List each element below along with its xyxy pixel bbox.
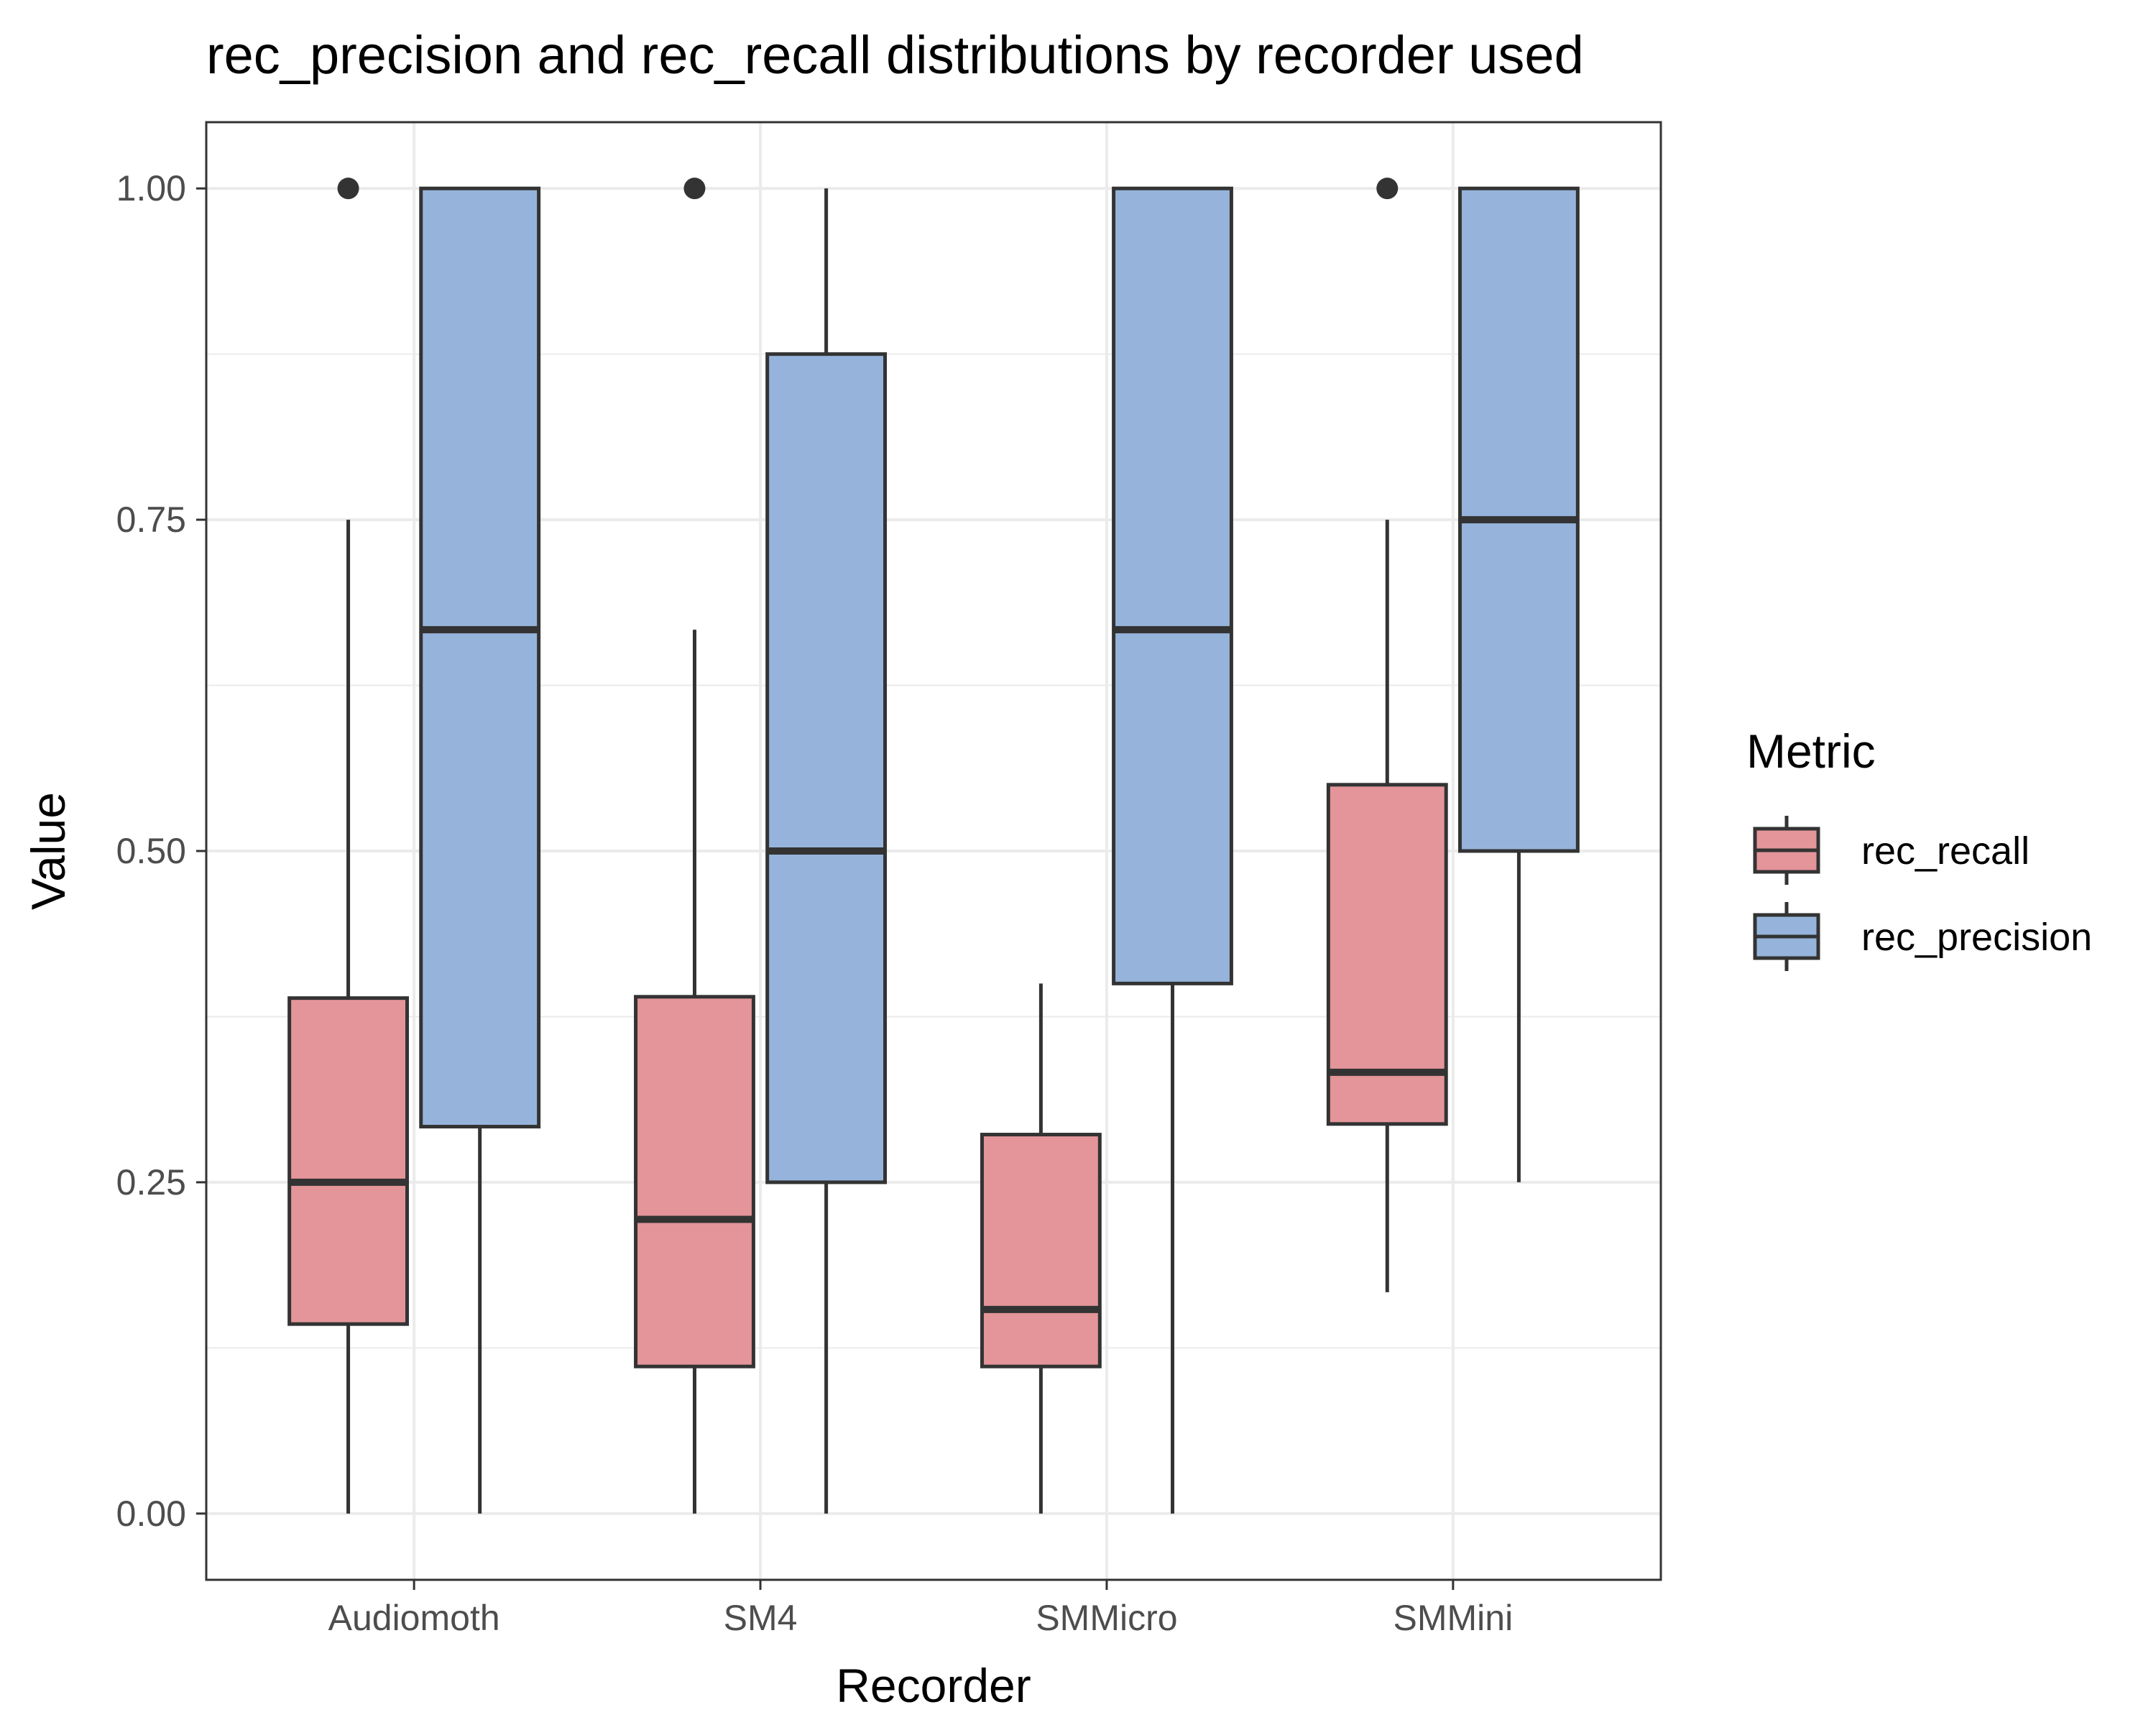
box-rec_precision-SMMini <box>1457 186 1580 1182</box>
y-tick-label: 1.00 <box>116 168 186 208</box>
x-tick-label: SM4 <box>724 1598 798 1638</box>
box-rec_recall-SMMicro <box>980 983 1102 1514</box>
legend-key-rec_precision: rec_precision <box>1753 902 2092 971</box>
y-tick-label: 0.00 <box>116 1494 186 1534</box>
x-tick-label: Audiomoth <box>328 1598 500 1638</box>
x-tick-label: SMMicro <box>1036 1598 1177 1638</box>
outlier-point <box>683 178 706 200</box>
legend-keys: rec_recall rec_precision <box>1753 816 2092 971</box>
box-iqr <box>1112 186 1233 985</box>
box-iqr <box>419 186 541 1128</box>
box-iqr <box>634 995 755 1368</box>
outlier-point <box>1376 178 1399 200</box>
box-iqr <box>287 996 410 1326</box>
legend: Metric rec_recall rec_precision <box>1746 724 2092 971</box>
box-iqr <box>765 352 888 1184</box>
box-rec_recall-Audiomoth <box>287 178 410 1514</box>
legend-label: rec_recall <box>1861 829 2030 873</box>
y-axis: 0.00 0.25 0.50 0.75 1.00 <box>116 168 206 1534</box>
box-iqr <box>980 1133 1102 1368</box>
boxplot-marks <box>287 178 1580 1514</box>
y-tick-label: 0.50 <box>116 831 186 871</box>
chart-title: rec_precision and rec_recall distributio… <box>206 25 1584 85</box>
y-tick-label: 0.25 <box>116 1162 186 1202</box>
legend-label: rec_precision <box>1861 916 2092 959</box>
box-rec_recall-SMMini <box>1326 178 1448 1292</box>
box-iqr <box>1326 783 1448 1126</box>
box-rec_precision-SM4 <box>765 188 888 1514</box>
y-tick-label: 0.75 <box>116 500 186 540</box>
box-rec_recall-SM4 <box>634 178 755 1514</box>
legend-key-rec_recall: rec_recall <box>1753 816 2030 885</box>
outlier-point <box>337 178 359 200</box>
x-tick-label: SMMini <box>1393 1598 1514 1638</box>
box-rec_precision-Audiomoth <box>419 186 541 1514</box>
legend-title: Metric <box>1746 724 1876 778</box>
box-rec_precision-SMMicro <box>1112 186 1233 1514</box>
x-axis: Audiomoth SM4 SMMicro SMMini <box>328 1580 1514 1638</box>
x-axis-title: Recorder <box>836 1659 1031 1712</box>
y-axis-title: Value <box>22 792 75 910</box>
